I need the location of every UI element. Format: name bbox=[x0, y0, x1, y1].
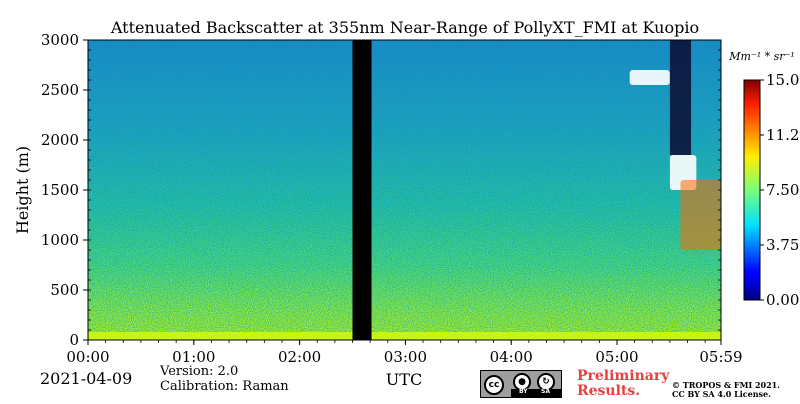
plot-area bbox=[87, 39, 722, 341]
colorbar-tick-label: 3.75 bbox=[766, 236, 799, 254]
colorbar-ticks: 0.00 3.75 7.50 11.25 15.00 bbox=[760, 71, 800, 309]
attenuated-region bbox=[669, 40, 692, 155]
copyright-line2: CC BY SA 4.0 License. bbox=[672, 389, 771, 399]
y-tick-label: 500 bbox=[50, 281, 79, 299]
sa-text: SA bbox=[541, 388, 550, 395]
x-tick-label: 04:00 bbox=[490, 348, 533, 366]
cloud-feature bbox=[680, 180, 721, 250]
preliminary-label-line2: Results. bbox=[577, 383, 641, 399]
colorbar-gradient bbox=[743, 79, 761, 301]
by-text: BY bbox=[519, 388, 528, 395]
overlap-blank-region bbox=[88, 332, 721, 340]
colorbar: Mm⁻¹ * sr⁻¹ 0.00 3.75 7.50 11.25 15.00 bbox=[728, 50, 800, 309]
y-tick-label: 2500 bbox=[41, 81, 79, 99]
version-label: Version: 2.0 bbox=[160, 364, 239, 379]
date-label: 2021-04-09 bbox=[40, 369, 133, 388]
colorbar-tick-label: 11.25 bbox=[766, 126, 800, 144]
cloud-layer bbox=[629, 40, 721, 250]
cc-icon: cc bbox=[484, 375, 504, 395]
heatmap-noise-texture bbox=[88, 40, 721, 340]
x-tick-label: 01:00 bbox=[172, 348, 215, 366]
x-tick-label: 05:00 bbox=[595, 348, 638, 366]
x-tick-label: 02:00 bbox=[278, 348, 321, 366]
colorbar-unit-label: Mm⁻¹ * sr⁻¹ bbox=[728, 50, 795, 63]
y-tick-label: 1500 bbox=[41, 181, 79, 199]
x-axis-label: UTC bbox=[386, 370, 422, 389]
cloud-feature bbox=[629, 70, 670, 85]
y-axis: 0 500 1000 1500 2000 2500 3000 bbox=[41, 31, 721, 349]
y-tick-label: 2000 bbox=[41, 131, 79, 149]
data-gap bbox=[352, 40, 372, 340]
colorbar-tick-label: 7.50 bbox=[766, 181, 799, 199]
y-tick-label: 3000 bbox=[41, 31, 79, 49]
chart-title: Attenuated Backscatter at 355nm Near-Ran… bbox=[110, 18, 699, 37]
y-axis-label: Height (m) bbox=[13, 146, 32, 234]
copyright-line1: © TROPOS & FMI 2021. bbox=[672, 380, 781, 390]
colorbar-tick-label: 15.00 bbox=[766, 71, 800, 89]
x-tick-label: 05:59 bbox=[699, 348, 742, 366]
preliminary-label-line1: Preliminary bbox=[577, 368, 670, 384]
x-tick-label: 03:00 bbox=[384, 348, 427, 366]
cc-tag-bar: BY SA bbox=[511, 388, 562, 397]
x-tick-label: 00:00 bbox=[66, 348, 109, 366]
y-tick-label: 0 bbox=[69, 331, 79, 349]
cc-license-badge: cc ● ↻ BY SA bbox=[480, 370, 562, 398]
colorbar-tick-label: 0.00 bbox=[766, 291, 799, 309]
x-axis: 00:00 01:00 02:00 03:00 04:00 05:00 05:59 bbox=[66, 340, 743, 366]
calibration-label: Calibration: Raman bbox=[160, 379, 289, 394]
y-tick-label: 1000 bbox=[41, 231, 79, 249]
